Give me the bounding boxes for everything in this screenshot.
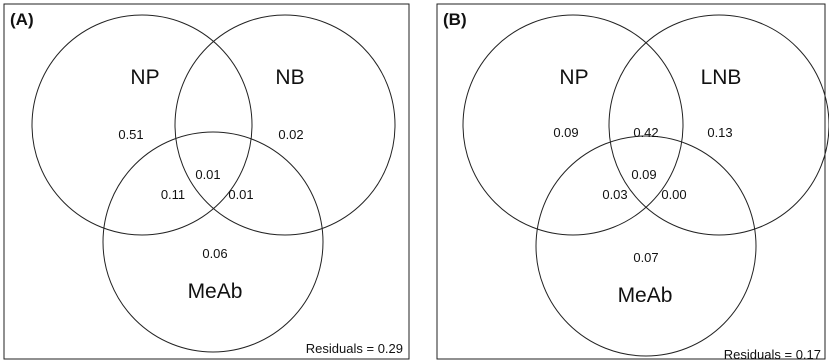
region-np-meab: 0.03 bbox=[602, 187, 627, 202]
panel-a-label: (A) bbox=[10, 10, 34, 29]
region-np-only: 0.09 bbox=[553, 125, 578, 140]
set-label-lnb: LNB bbox=[701, 66, 742, 89]
region-all: 0.01 bbox=[195, 167, 220, 182]
set-label-nb: NB bbox=[275, 66, 304, 89]
region-nb-only: 0.02 bbox=[278, 127, 303, 142]
region-meab-only: 0.07 bbox=[633, 250, 658, 265]
venn-circle-meab bbox=[535, 135, 757, 357]
venn-circle-np bbox=[462, 14, 684, 236]
set-label-np: NP bbox=[130, 66, 159, 89]
set-label-meab: MeAb bbox=[188, 280, 243, 303]
region-np-only: 0.51 bbox=[118, 127, 143, 142]
region-meab-only: 0.06 bbox=[202, 246, 227, 261]
venn-circle-meab bbox=[102, 131, 324, 353]
residuals-b: Residuals = 0.17 bbox=[724, 347, 821, 362]
region-nb-meab: 0.01 bbox=[228, 187, 253, 202]
panel-b: (B) NP LNB MeAb 0.09 0.13 0.07 0.42 0.03… bbox=[436, 3, 829, 362]
panel-a: (A) NP NB MeAb 0.51 0.02 0.06 0.11 0.01 … bbox=[3, 3, 410, 360]
venn-circle-np bbox=[31, 14, 253, 236]
panel-b-frame bbox=[436, 3, 826, 360]
residuals-a: Residuals = 0.29 bbox=[306, 341, 403, 356]
region-lnb-meab: 0.00 bbox=[661, 187, 686, 202]
set-label-np: NP bbox=[559, 66, 588, 89]
panel-b-label: (B) bbox=[443, 10, 467, 29]
region-np-lnb: 0.42 bbox=[633, 125, 658, 140]
panel-a-frame bbox=[3, 3, 410, 360]
venn-circle-nb bbox=[174, 14, 396, 236]
region-np-meab: 0.11 bbox=[161, 187, 185, 202]
region-lnb-only: 0.13 bbox=[707, 125, 732, 140]
venn-circle-lnb bbox=[608, 14, 829, 236]
region-all: 0.09 bbox=[631, 167, 656, 182]
set-label-meab: MeAb bbox=[618, 284, 673, 307]
